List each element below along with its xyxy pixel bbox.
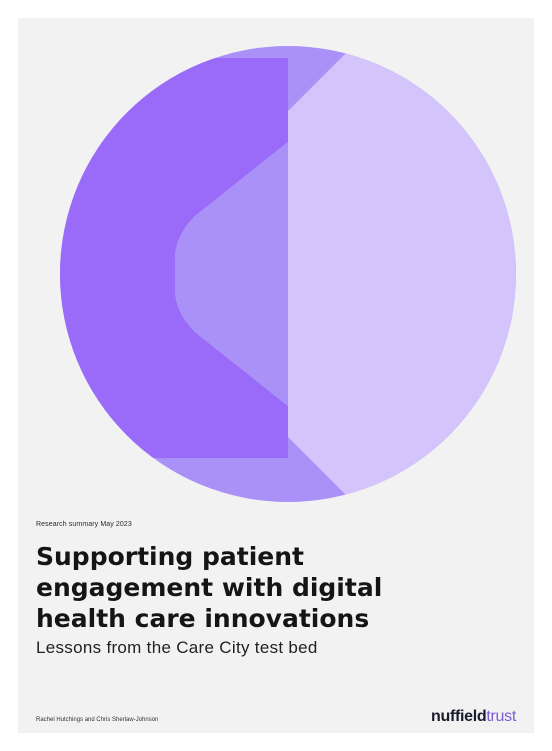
title-line: engagement with digital (36, 573, 383, 602)
cover-illustration (60, 46, 516, 502)
title-line: Supporting patient (36, 542, 305, 571)
report-kicker: Research summary May 2023 (36, 521, 132, 528)
logo-text-nuffield: nuffield (431, 708, 487, 725)
logo-text-trust: trust (486, 708, 516, 725)
report-subtitle: Lessons from the Care City test bed (36, 638, 318, 657)
report-authors: Rachel Hutchings and Chris Sherlaw-Johns… (36, 717, 159, 723)
chevron-shape (175, 142, 288, 406)
nuffield-trust-logo: nuffieldtrust (431, 708, 516, 726)
title-line: health care innovations (36, 604, 370, 633)
report-title: Supporting patient engagement with digit… (36, 541, 516, 634)
report-cover: Research summary May 2023 Supporting pat… (18, 18, 534, 733)
dark-panel (60, 58, 288, 458)
